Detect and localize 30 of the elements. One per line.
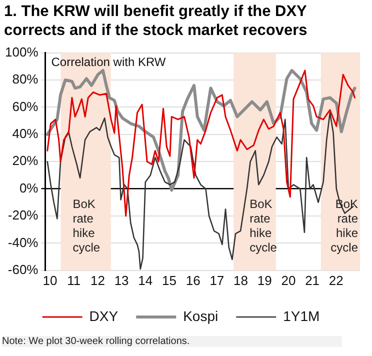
x-tick-label: 20 [281, 272, 296, 288]
x-tick-label: 18 [234, 272, 248, 288]
x-tick-label: 12 [90, 272, 105, 288]
y-tick-label: 20% [12, 153, 39, 168]
x-tick-label: 14 [138, 272, 153, 288]
x-tick-label: 17 [210, 272, 224, 288]
legend-label: 1Y1M [283, 308, 320, 324]
y-tick-label: 60% [12, 98, 39, 114]
band-label: BoK rate hike cycle [250, 197, 278, 255]
x-tick-label: 21 [305, 272, 320, 288]
y-tick-label: 40% [12, 126, 39, 141]
x-tick-label: 13 [114, 272, 129, 288]
y-tick-label: 80% [12, 72, 39, 87]
x-tick-label: 15 [162, 272, 176, 288]
y-tick-label: 0% [19, 180, 39, 196]
legend-label: Kospi [183, 308, 218, 324]
band-label: BoK rate hike cycle [72, 197, 100, 255]
chart-title: 1. The KRW will benefit greatly if the DXY corrects and if the stock market recovers [4, 2, 308, 40]
y-tick-label: -60% [8, 262, 39, 277]
x-tick-label: 16 [186, 272, 200, 288]
y-tick-label: -20% [8, 208, 39, 223]
x-tick-label: 11 [67, 272, 81, 288]
x-tick-label: 10 [42, 272, 58, 288]
x-tick-label: 22 [328, 272, 344, 288]
text: Note: We plot 30-week rolling correlations. [2, 336, 342, 347]
y-tick-label: -40% [8, 234, 39, 250]
legend-label: DXY [89, 308, 119, 324]
y-tick-label: 100% [5, 44, 39, 60]
annotation: Correlation with KRW [51, 55, 166, 70]
x-tick-label: 19 [257, 272, 272, 288]
